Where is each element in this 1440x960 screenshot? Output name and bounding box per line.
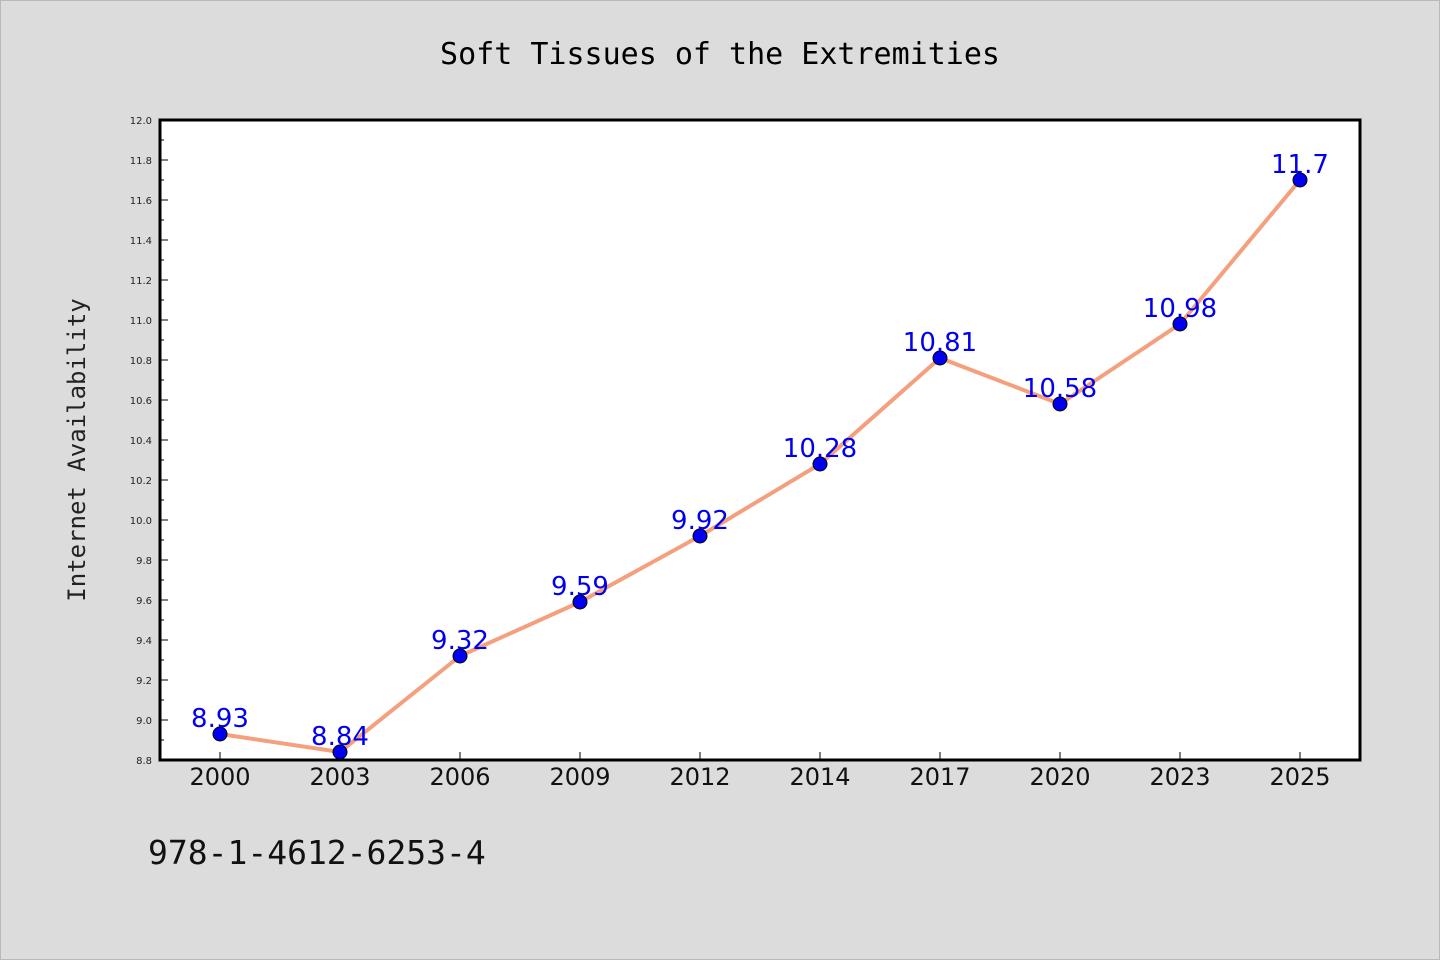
data-point [932, 350, 948, 366]
data-label: 10.28 [783, 434, 857, 464]
data-label: 9.32 [431, 626, 489, 656]
x-tick-label: 2006 [429, 763, 490, 791]
data-point [212, 726, 228, 742]
data-point [812, 456, 828, 472]
y-tick-label: 12.0 [130, 116, 152, 127]
y-tick-label: 10.8 [130, 356, 152, 367]
y-tick-label: 10.2 [130, 476, 152, 487]
data-point [1292, 172, 1308, 188]
x-tick-label: 2023 [1149, 763, 1210, 791]
y-tick-label: 9.2 [136, 676, 152, 687]
data-point [1052, 396, 1068, 412]
y-tick-label: 9.8 [136, 556, 152, 567]
x-tick-label: 2000 [189, 763, 250, 791]
data-label: 8.84 [311, 722, 369, 752]
data-label: 10.58 [1023, 374, 1097, 404]
data-label: 11.7 [1271, 150, 1329, 180]
y-tick-label: 11.8 [130, 156, 152, 167]
data-label: 9.59 [551, 572, 609, 602]
y-axis-label: Internet Availability [63, 298, 91, 601]
data-label: 10.81 [903, 328, 977, 358]
y-tick-label: 8.8 [136, 756, 152, 767]
y-tick-label: 9.0 [136, 716, 152, 727]
y-tick-label: 9.4 [136, 636, 152, 647]
chart-title: Soft Tissues of the Extremities [440, 37, 1000, 72]
y-tick-label: 11.0 [130, 316, 152, 327]
y-tick-label: 10.0 [130, 516, 152, 527]
series-line [219, 178, 1302, 754]
data-point [1172, 316, 1188, 332]
x-tick-label: 2003 [309, 763, 370, 791]
data-point [692, 528, 708, 544]
y-tick-label: 11.4 [130, 236, 152, 247]
y-axis: 8.8 9.0 9.2 9.4 9.6 9.8 10.0 10.2 10.4 10.6 10.8 11… [130, 116, 168, 767]
data-label: 8.93 [191, 704, 249, 734]
data-markers [212, 172, 1308, 760]
y-tick-label: 10.6 [130, 396, 152, 407]
isbn-text: 978-1-4612-6253-4 [148, 833, 486, 872]
x-tick-label: 2014 [789, 763, 850, 791]
y-tick-label: 9.6 [136, 596, 152, 607]
data-point [572, 594, 588, 610]
x-tick-label: 2020 [1029, 763, 1090, 791]
x-tick-label: 2017 [909, 763, 970, 791]
data-label: 9.92 [671, 506, 729, 536]
plot-area [160, 120, 1360, 760]
y-tick-label: 10.4 [130, 436, 152, 447]
data-point [452, 648, 468, 664]
data-labels: 8.93 8.84 9.32 9.59 9.92 10.28 10.81 10.58 10.98… [191, 150, 1329, 752]
x-tick-label: 2012 [669, 763, 730, 791]
data-label: 10.98 [1143, 294, 1217, 324]
x-axis: 2000 2003 2006 2009 2012 2014 2017 2020 2023 2025 [189, 752, 1331, 791]
x-tick-label: 2009 [549, 763, 610, 791]
y-tick-label: 11.2 [130, 276, 152, 287]
plot-border [158, 118, 1362, 762]
x-tick-label: 2025 [1269, 763, 1330, 791]
y-tick-label: 11.6 [130, 196, 152, 207]
